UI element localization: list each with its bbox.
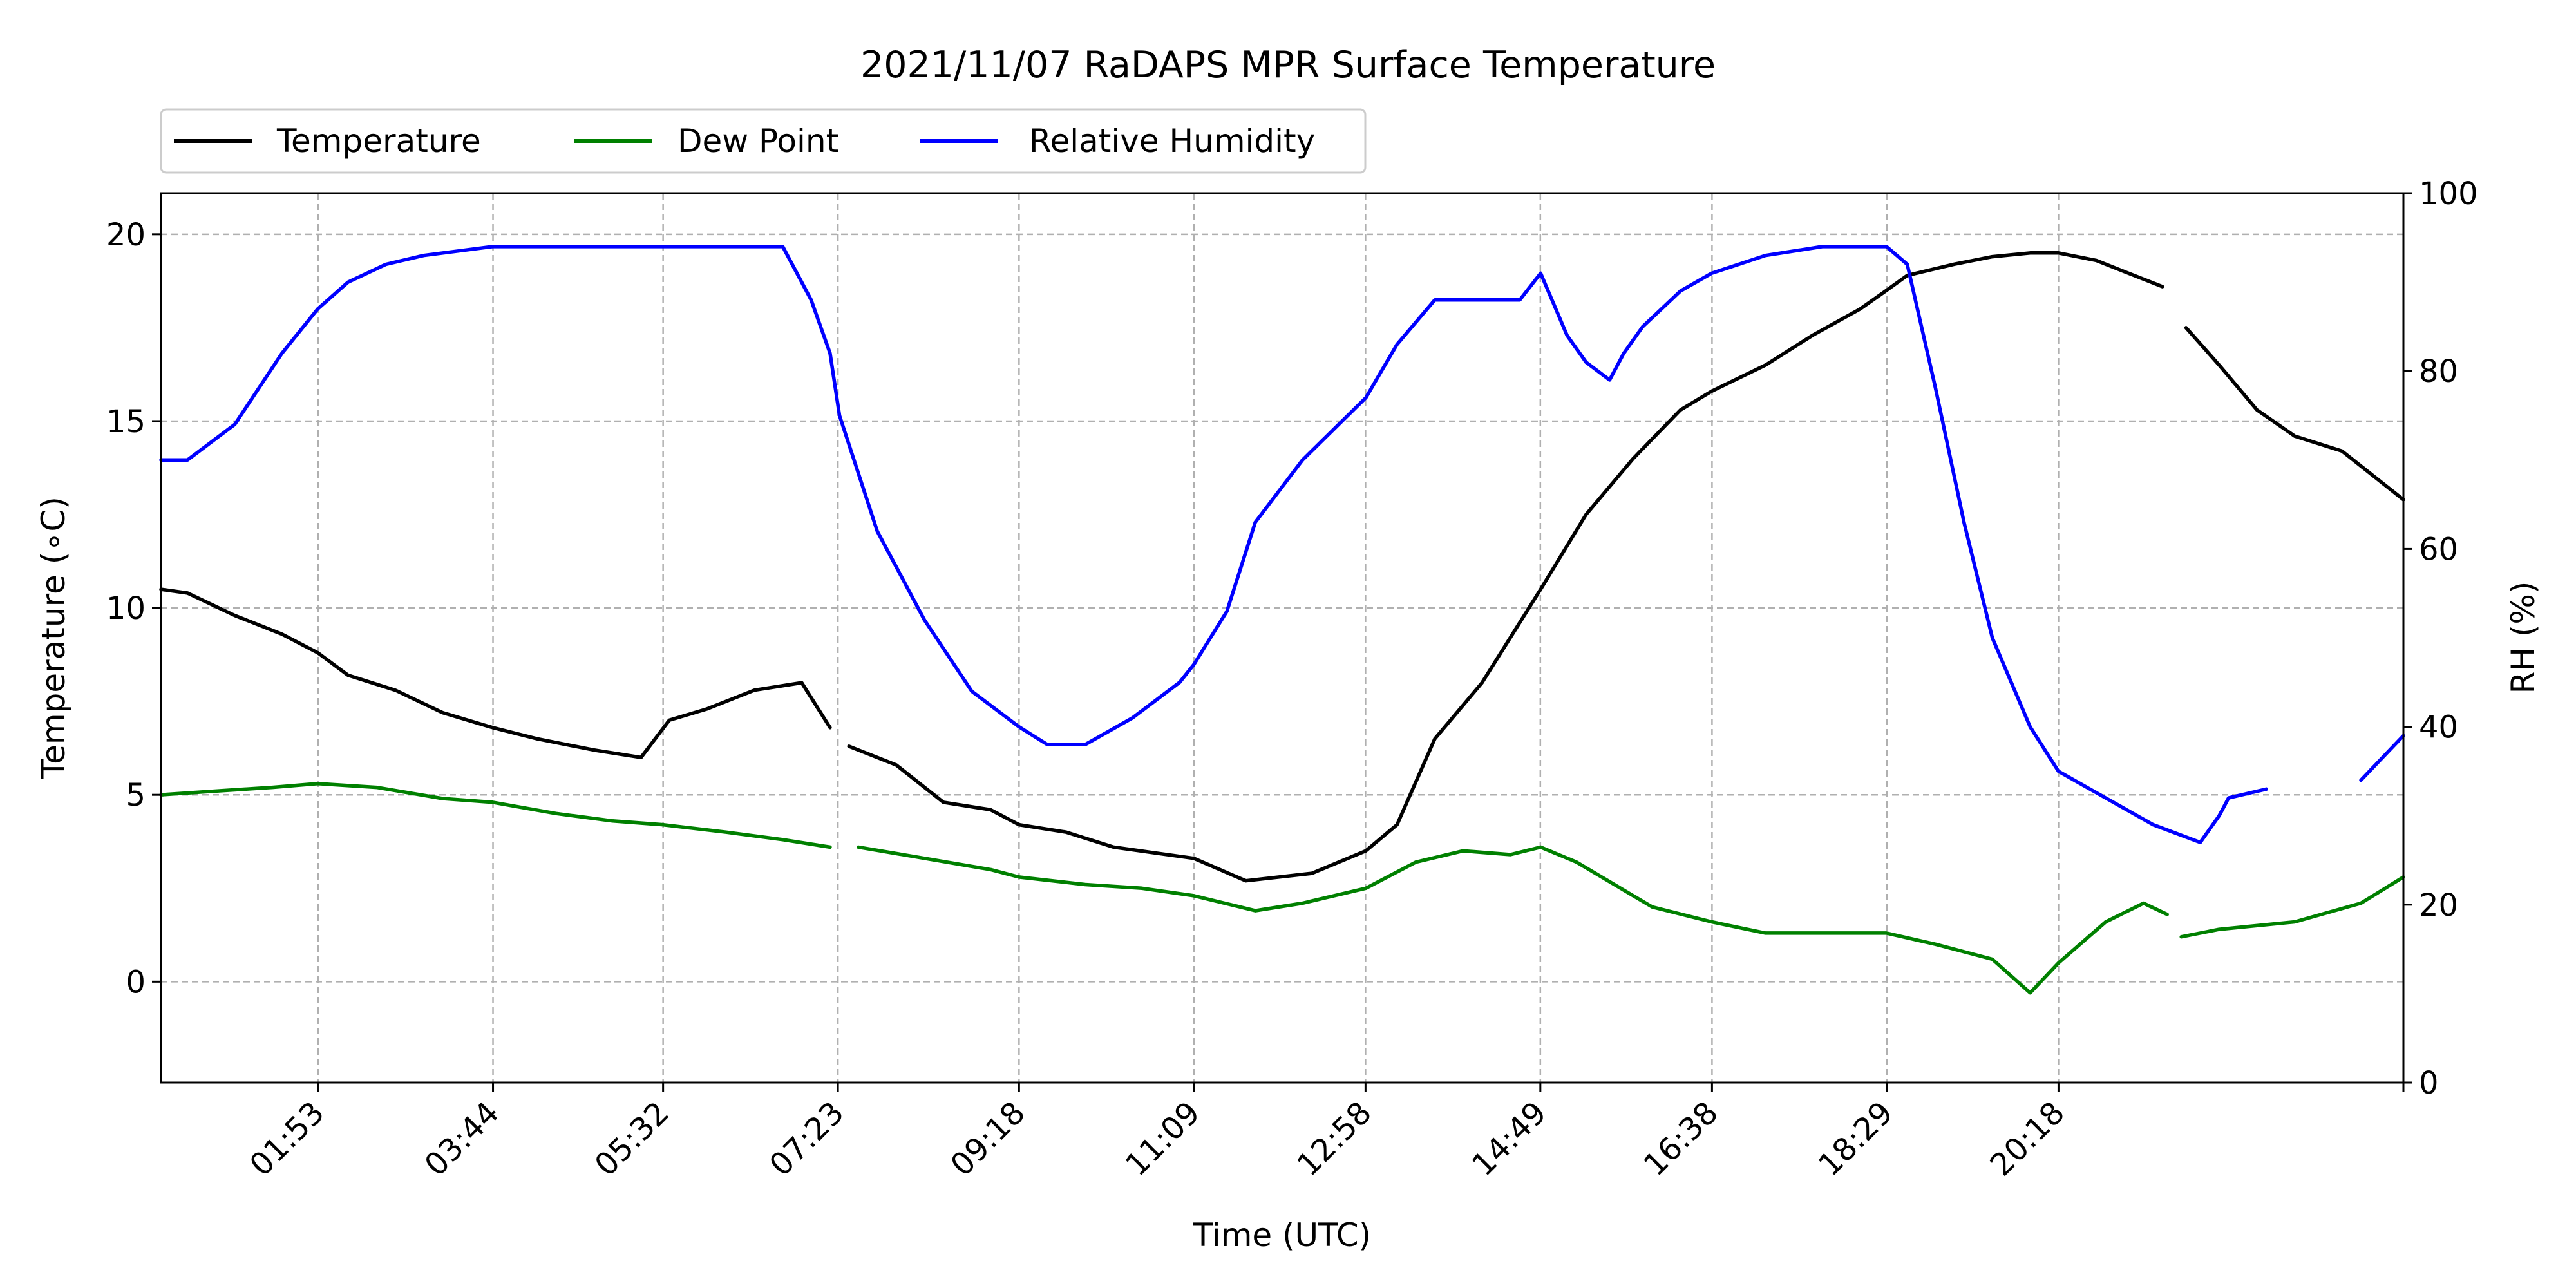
legend-label-dew-point: Dew Point	[677, 122, 838, 160]
series-line-temperature	[159, 251, 2405, 883]
legend-label-temperature: Temperature	[276, 122, 481, 160]
series-line-dew-point	[159, 782, 2405, 995]
series-lines	[159, 245, 2405, 995]
y-tick-label-right: 60	[2419, 531, 2458, 567]
legend: Temperature Dew Point Relative Humidity	[160, 108, 1367, 174]
legend-label-relative-humidity: Relative Humidity	[1029, 122, 1315, 160]
y-tick-label-left: 0	[126, 964, 146, 1000]
y-tick-label-right: 0	[2419, 1065, 2439, 1101]
grid	[161, 193, 2405, 1083]
series-line-relative-humidity	[159, 245, 2405, 844]
chart-title: 2021/11/07 RaDAPS MPR Surface Temperatur…	[860, 44, 1716, 86]
y-tick-label-right: 100	[2419, 176, 2478, 212]
y-tick-label-left: 20	[106, 217, 146, 253]
y-axis-label-right: RH (%)	[2505, 582, 2542, 694]
y-tick-label-right: 40	[2419, 710, 2458, 746]
y-tick-label-right: 80	[2419, 354, 2458, 390]
x-axis-label: Time (UTC)	[1193, 1217, 1371, 1254]
y-axis-label-left: Temperature (∘C)	[35, 497, 72, 779]
y-tick-label-right: 20	[2419, 887, 2458, 923]
y-tick-label-left: 15	[106, 404, 146, 440]
y-tick-label-left: 10	[106, 591, 146, 627]
legend-frame	[160, 108, 1367, 174]
plot-frame	[160, 192, 2405, 1084]
y-tick-label-left: 5	[126, 777, 146, 813]
